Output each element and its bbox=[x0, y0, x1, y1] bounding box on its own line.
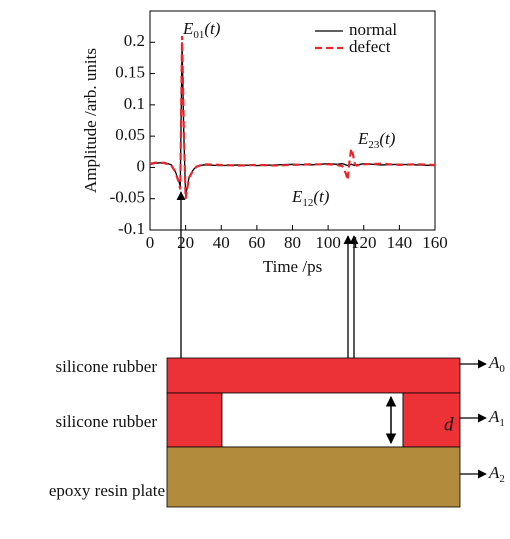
layer-label: silicone rubber bbox=[56, 412, 158, 431]
x-tick-label: 100 bbox=[315, 233, 341, 252]
annotation: E12(t) bbox=[291, 187, 330, 209]
annotation: E23(t) bbox=[357, 129, 396, 151]
gap bbox=[221, 392, 404, 448]
x-tick-label: 0 bbox=[146, 233, 155, 252]
y-axis-label: Amplitude /arb. units bbox=[81, 48, 100, 193]
annotation-sub: 0 bbox=[499, 363, 505, 375]
legend-label: normal bbox=[349, 20, 397, 39]
gap-label: d bbox=[444, 414, 454, 435]
y-tick-label: 0.15 bbox=[115, 62, 145, 81]
annotation-base: A bbox=[488, 353, 500, 372]
annotation-arg: (t) bbox=[204, 19, 220, 38]
y-tick-label: -0.05 bbox=[110, 188, 145, 207]
y-tick-label: -0.1 bbox=[118, 219, 145, 238]
layer-label: silicone rubber bbox=[56, 357, 158, 376]
annotation-sub: 1 bbox=[499, 417, 505, 429]
annotation-sub: 12 bbox=[302, 197, 313, 209]
annotation-base: A bbox=[488, 463, 500, 482]
x-tick-label: 80 bbox=[284, 233, 301, 252]
x-tick-label: 160 bbox=[422, 233, 448, 252]
x-axis-label: Time /ps bbox=[263, 257, 322, 276]
layer-label: epoxy resin plate bbox=[49, 481, 165, 500]
annotation: A2 bbox=[488, 463, 505, 485]
series-line bbox=[149, 36, 436, 199]
x-tick-label: 40 bbox=[213, 233, 230, 252]
x-tick-label: 20 bbox=[177, 233, 194, 252]
x-tick-label: 120 bbox=[351, 233, 377, 252]
annotation-sub: 2 bbox=[499, 473, 505, 485]
x-tick-label: 140 bbox=[387, 233, 413, 252]
y-tick-label: 0.05 bbox=[115, 125, 145, 144]
y-tick-label: 0.2 bbox=[124, 31, 145, 50]
y-tick-label: 0.1 bbox=[124, 94, 145, 113]
legend-label: defect bbox=[349, 37, 391, 56]
y-tick-label: 0 bbox=[137, 156, 146, 175]
annotation-sub: 23 bbox=[368, 139, 380, 151]
x-tick-label: 60 bbox=[248, 233, 265, 252]
annotation-arg: (t) bbox=[379, 129, 395, 148]
annotation: A1 bbox=[488, 407, 505, 429]
annotation-base: E bbox=[291, 187, 303, 206]
annotation-sub: 01 bbox=[193, 29, 204, 41]
annotation: A0 bbox=[488, 353, 505, 375]
epoxy-plate bbox=[166, 446, 461, 508]
annotation-base: E bbox=[182, 19, 194, 38]
middle-layer-left bbox=[166, 392, 223, 448]
middle-layer-right bbox=[402, 392, 461, 448]
annotation-arg: (t) bbox=[313, 187, 329, 206]
annotation: E01(t) bbox=[182, 19, 221, 41]
annotation-base: A bbox=[488, 407, 500, 426]
annotation-base: E bbox=[357, 129, 369, 148]
top-layer bbox=[166, 357, 461, 394]
